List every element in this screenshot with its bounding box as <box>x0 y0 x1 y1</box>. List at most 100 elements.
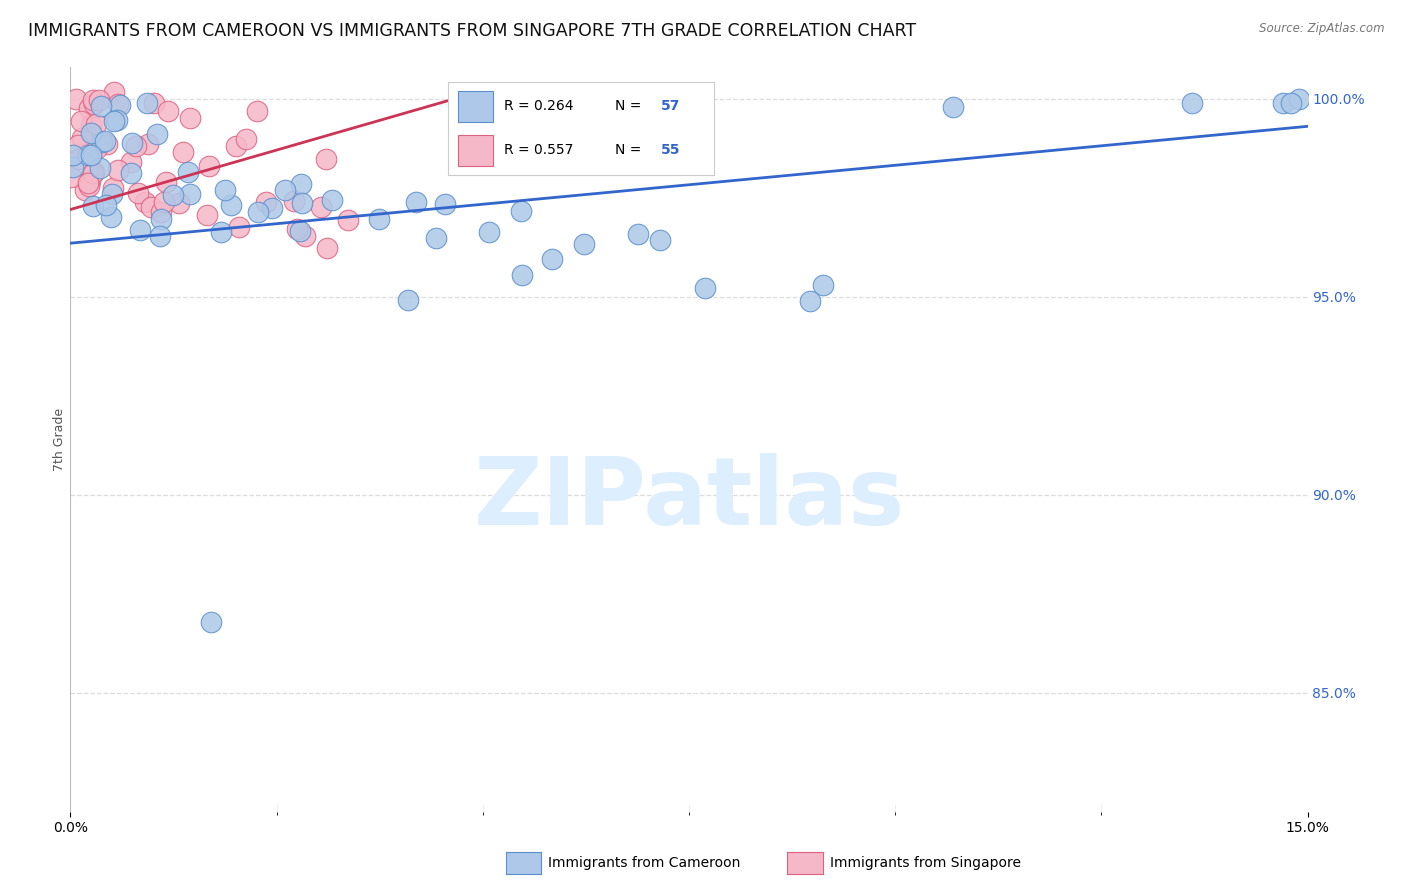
Point <box>128 223 150 237</box>
Point <box>146 128 169 142</box>
Point <box>103 113 125 128</box>
Point <box>1288 92 1310 106</box>
Point <box>103 85 125 99</box>
Point <box>311 200 333 214</box>
Point <box>177 165 200 179</box>
Point <box>94 197 117 211</box>
Point <box>107 163 129 178</box>
Point <box>337 212 360 227</box>
Point <box>254 195 277 210</box>
Point <box>136 137 159 152</box>
Point <box>135 96 157 111</box>
Point <box>167 196 190 211</box>
Point <box>121 136 143 150</box>
Point <box>87 93 110 107</box>
Point <box>225 139 247 153</box>
Point <box>290 195 312 210</box>
Point <box>157 103 180 118</box>
Point <box>150 212 173 227</box>
Point <box>82 199 104 213</box>
Point <box>540 252 562 266</box>
Point <box>396 293 419 308</box>
Point <box>235 131 257 145</box>
Point <box>246 204 269 219</box>
Point <box>66 138 89 153</box>
Point <box>83 97 105 112</box>
Point <box>125 138 148 153</box>
Point <box>198 159 221 173</box>
Point <box>96 137 118 152</box>
Point <box>572 237 595 252</box>
Point <box>93 134 115 148</box>
Point <box>77 148 100 162</box>
Point <box>368 211 391 226</box>
Point <box>200 615 222 629</box>
Point <box>107 97 129 112</box>
Point <box>273 183 295 197</box>
Point <box>214 183 236 197</box>
Point <box>650 233 672 247</box>
Point <box>246 104 269 119</box>
Point <box>91 135 114 149</box>
Point <box>120 166 142 180</box>
Text: Immigrants from Cameroon: Immigrants from Cameroon <box>548 855 741 870</box>
Point <box>103 181 125 195</box>
Point <box>1279 95 1302 110</box>
Point <box>89 161 111 175</box>
Point <box>80 118 103 132</box>
Point <box>79 174 101 188</box>
Point <box>195 208 218 222</box>
Point <box>108 97 131 112</box>
Point <box>149 229 172 244</box>
Point <box>294 228 316 243</box>
Point <box>262 201 284 215</box>
Point <box>83 129 105 144</box>
Point <box>626 227 648 241</box>
Text: Immigrants from Singapore: Immigrants from Singapore <box>830 855 1021 870</box>
Text: ZIPatlas: ZIPatlas <box>474 453 904 545</box>
Point <box>101 187 124 202</box>
Point <box>799 294 821 309</box>
Point <box>120 154 142 169</box>
Point <box>316 241 339 255</box>
Point <box>172 145 194 160</box>
Point <box>80 148 103 162</box>
Point <box>162 187 184 202</box>
Point <box>179 112 201 126</box>
Point <box>127 186 149 200</box>
Point <box>70 114 93 128</box>
Point <box>139 200 162 214</box>
Point <box>149 205 172 219</box>
Point <box>70 131 93 145</box>
Point <box>209 225 232 239</box>
Point <box>134 194 156 209</box>
Point <box>86 141 108 155</box>
Point <box>62 148 84 162</box>
Point <box>478 226 501 240</box>
Text: Source: ZipAtlas.com: Source: ZipAtlas.com <box>1260 22 1385 36</box>
Point <box>79 101 101 115</box>
Point <box>693 280 716 294</box>
Point <box>82 166 104 180</box>
Point <box>67 152 90 166</box>
Point <box>80 126 103 140</box>
Point <box>405 195 427 210</box>
Point <box>228 219 250 234</box>
Point <box>433 197 456 211</box>
Point <box>315 152 337 166</box>
Point <box>179 187 201 202</box>
Point <box>1181 95 1204 110</box>
Point <box>62 160 84 174</box>
Point <box>219 198 242 212</box>
Point <box>155 175 177 189</box>
Point <box>84 117 107 131</box>
Point <box>77 175 100 189</box>
Point <box>290 177 312 191</box>
Point <box>942 99 965 113</box>
Point <box>321 194 343 208</box>
Point <box>425 230 447 244</box>
Y-axis label: 7th Grade: 7th Grade <box>53 408 66 471</box>
Point <box>65 92 87 106</box>
Point <box>76 176 98 190</box>
Text: IMMIGRANTS FROM CAMEROON VS IMMIGRANTS FROM SINGAPORE 7TH GRADE CORRELATION CHAR: IMMIGRANTS FROM CAMEROON VS IMMIGRANTS F… <box>28 22 917 40</box>
